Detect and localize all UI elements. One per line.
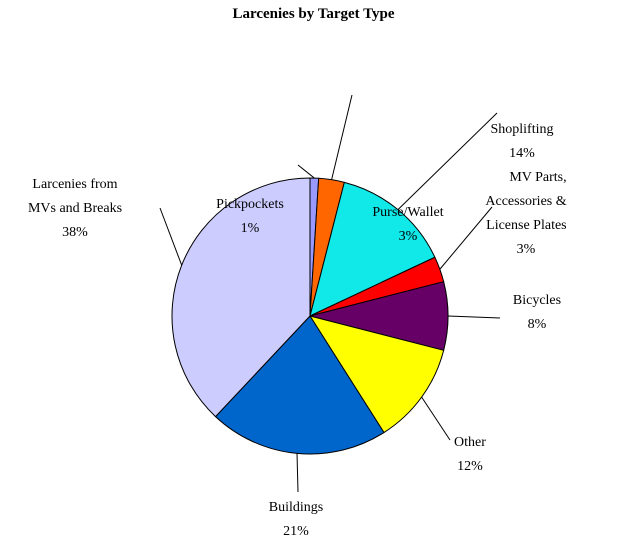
slice-value-label: 38% xyxy=(62,225,88,240)
slice-value-label: 8% xyxy=(527,317,547,332)
pie-slice xyxy=(308,315,445,434)
slice-label: Larcenies from MVs and Breaks xyxy=(27,177,123,216)
slice-label: Other xyxy=(454,435,486,450)
slice-label: Pickpockets xyxy=(216,197,284,212)
leader-line xyxy=(297,164,315,179)
slice-label: Shoplifting xyxy=(490,122,554,137)
slice-label: Purse/Wallet xyxy=(372,205,444,220)
slice-label: Bicycles xyxy=(512,293,562,308)
slice-value-label: 3% xyxy=(516,242,536,257)
slice-label: Buildings xyxy=(268,500,324,515)
leader-line xyxy=(331,94,353,180)
leader-line xyxy=(397,112,498,211)
slice-value-label: 21% xyxy=(283,524,309,539)
slice-value-label: 12% xyxy=(457,459,483,474)
slice-label: MV Parts, Accessories & License Plates xyxy=(485,170,567,233)
slice-value-label: 3% xyxy=(398,229,418,244)
chart-title: Larcenies by Target Type xyxy=(232,6,395,22)
leader-line xyxy=(296,453,299,493)
pie-slice xyxy=(214,315,385,455)
leader-line xyxy=(421,396,451,441)
slice-value-label: 14% xyxy=(509,146,535,161)
pie-slice xyxy=(309,181,436,317)
leader-line xyxy=(439,206,493,270)
leader-line xyxy=(447,315,501,319)
leader-line xyxy=(159,207,183,266)
pie-slice xyxy=(171,177,311,418)
slice-value-label: 1% xyxy=(240,221,260,236)
